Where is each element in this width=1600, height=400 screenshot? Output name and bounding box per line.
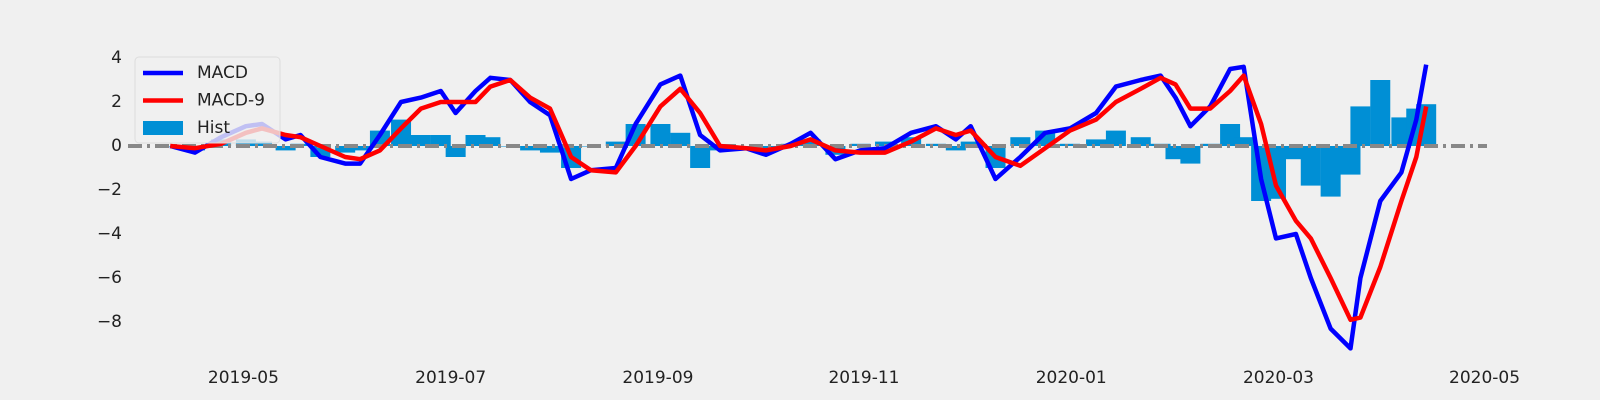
- y-tick-label: −8: [97, 312, 122, 332]
- hist-bar: [275, 146, 296, 151]
- hist-bar: [875, 141, 896, 146]
- line-series: [169, 64, 1429, 351]
- hist-bar: [1320, 146, 1341, 197]
- hist-bar: [335, 146, 356, 153]
- hist-bar: [605, 141, 626, 146]
- x-tick-label: 2019-09: [622, 368, 693, 388]
- hist-bar: [350, 146, 371, 151]
- hist-bar: [1350, 106, 1371, 146]
- legend-swatch: [143, 121, 183, 135]
- hist-bar: [430, 135, 451, 146]
- hist-bar: [650, 124, 671, 146]
- legend: MACD MACD-9 Hist: [134, 56, 281, 144]
- y-tick-label: 4: [111, 48, 122, 68]
- x-tick-label: 2020-05: [1449, 368, 1520, 388]
- hist-bar: [1370, 80, 1391, 146]
- hist-bar: [410, 135, 431, 146]
- legend-label: MACD: [197, 63, 248, 83]
- hist-bar: [800, 139, 821, 146]
- hist-bar: [520, 146, 541, 151]
- hist-bar: [539, 146, 560, 153]
- hist-bar: [690, 146, 711, 168]
- hist-bar: [1010, 137, 1031, 146]
- y-tick-label: 2: [111, 92, 122, 112]
- hist-bar: [1300, 146, 1321, 186]
- x-tick-label: 2019-07: [415, 368, 486, 388]
- line-series: [170, 73, 1429, 323]
- y-tick-label: −2: [97, 180, 122, 200]
- x-tick-label: 2019-11: [828, 368, 899, 388]
- hist-bar: [1105, 130, 1126, 146]
- hist-bar: [1340, 146, 1361, 175]
- y-tick-label: −6: [97, 268, 122, 288]
- hist-bar: [1130, 137, 1151, 146]
- x-tick-label: 2019-05: [208, 368, 279, 388]
- x-tick-label: 2020-01: [1036, 368, 1107, 388]
- hist-bar: [925, 143, 946, 146]
- y-tick-label: 0: [111, 136, 122, 156]
- hist-bar: [670, 132, 691, 146]
- hist-bar: [252, 141, 273, 146]
- hist-bar: [945, 146, 966, 151]
- hist-bar: [1180, 146, 1201, 164]
- hist-bar: [465, 135, 486, 146]
- y-tick-label: −4: [97, 224, 122, 244]
- legend-label: MACD-9: [197, 91, 265, 111]
- x-tick-label: 2020-03: [1243, 368, 1314, 388]
- hist-bar: [445, 146, 466, 157]
- hist-bar: [480, 137, 501, 146]
- hist-bar: [1233, 137, 1254, 146]
- hist-bar: [960, 141, 981, 146]
- hist-bar: [1059, 143, 1080, 146]
- hist-bar: [310, 146, 331, 157]
- hist-bar: [1086, 139, 1107, 146]
- legend-label: Hist: [197, 118, 230, 138]
